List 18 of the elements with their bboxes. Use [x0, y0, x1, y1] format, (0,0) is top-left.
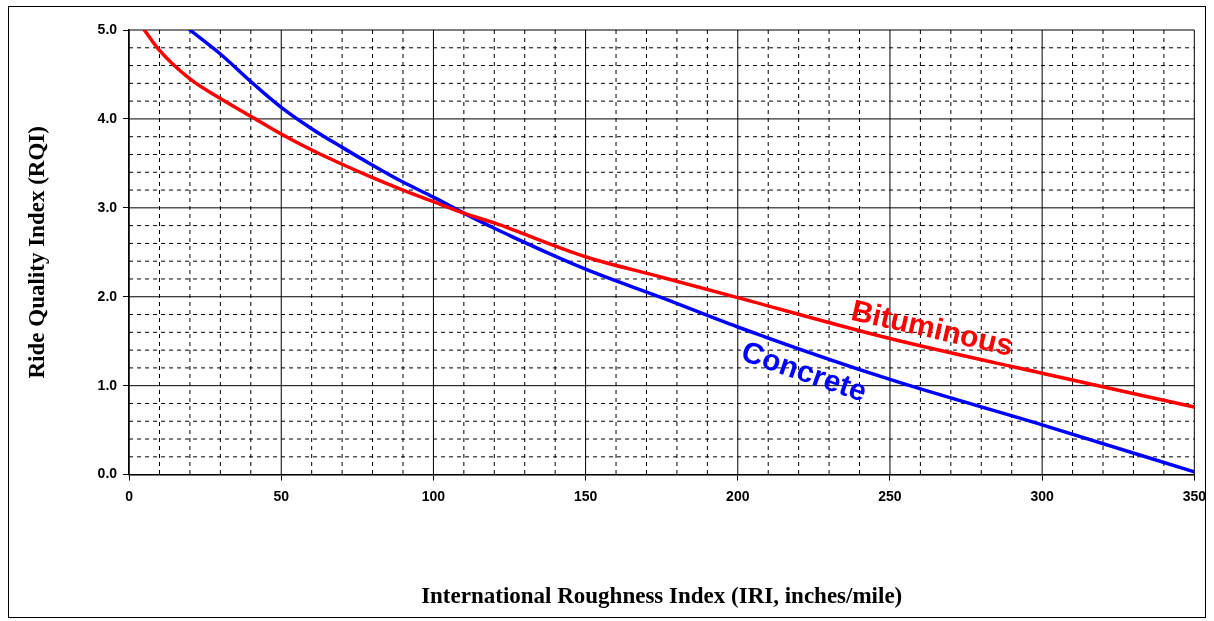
x-tick-label: 150 — [573, 487, 598, 504]
x-tick-label: 0 — [125, 487, 134, 504]
x-axis-title: International Roughness Index (IRI, inches/mile) — [421, 583, 903, 609]
x-tick-label: 250 — [878, 487, 902, 504]
y-tick-label: 1.0 — [97, 376, 118, 393]
y-tick-label: 5.0 — [97, 20, 118, 37]
line-series — [142, 30, 1195, 409]
y-axis-title: Ride Quality Index (RQI) — [23, 126, 49, 379]
y-tick-label: 4.0 — [97, 109, 118, 126]
x-tick-label: 100 — [421, 487, 446, 504]
line-series — [188, 30, 1195, 474]
y-tick-label: 0.0 — [97, 465, 118, 482]
y-tick-label: 2.0 — [97, 287, 118, 304]
x-tick-label: 50 — [273, 487, 290, 504]
y-tick-label: 3.0 — [97, 198, 118, 215]
x-tick-label: 200 — [726, 487, 750, 504]
x-tick-label: 350 — [1182, 487, 1207, 504]
x-tick-label: 300 — [1030, 487, 1055, 504]
